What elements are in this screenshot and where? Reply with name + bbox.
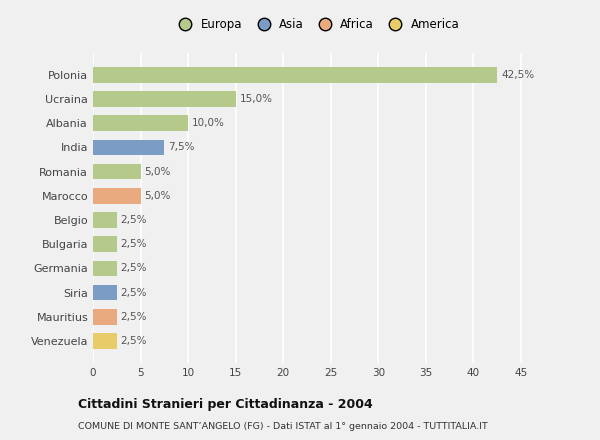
Bar xyxy=(93,285,117,301)
Bar xyxy=(93,333,117,349)
Bar xyxy=(93,309,117,325)
Text: 2,5%: 2,5% xyxy=(121,264,147,273)
Bar xyxy=(93,188,140,204)
Text: 5,0%: 5,0% xyxy=(145,167,171,176)
Text: 10,0%: 10,0% xyxy=(192,118,225,128)
Bar xyxy=(93,139,164,155)
Text: 15,0%: 15,0% xyxy=(239,94,272,104)
Text: 5,0%: 5,0% xyxy=(145,191,171,201)
Bar xyxy=(93,91,236,107)
Bar xyxy=(93,260,117,276)
Bar xyxy=(93,115,188,131)
Text: 2,5%: 2,5% xyxy=(121,288,147,297)
Bar xyxy=(93,164,140,180)
Text: 2,5%: 2,5% xyxy=(121,215,147,225)
Text: 2,5%: 2,5% xyxy=(121,336,147,346)
Text: 2,5%: 2,5% xyxy=(121,312,147,322)
Bar xyxy=(93,212,117,228)
Text: 7,5%: 7,5% xyxy=(168,143,194,152)
Bar xyxy=(93,67,497,83)
Text: Cittadini Stranieri per Cittadinanza - 2004: Cittadini Stranieri per Cittadinanza - 2… xyxy=(78,398,373,411)
Bar xyxy=(93,236,117,252)
Text: COMUNE DI MONTE SANT’ANGELO (FG) - Dati ISTAT al 1° gennaio 2004 - TUTTITALIA.IT: COMUNE DI MONTE SANT’ANGELO (FG) - Dati … xyxy=(78,422,488,430)
Legend: Europa, Asia, Africa, America: Europa, Asia, Africa, America xyxy=(171,15,462,33)
Text: 42,5%: 42,5% xyxy=(501,70,534,80)
Text: 2,5%: 2,5% xyxy=(121,239,147,249)
